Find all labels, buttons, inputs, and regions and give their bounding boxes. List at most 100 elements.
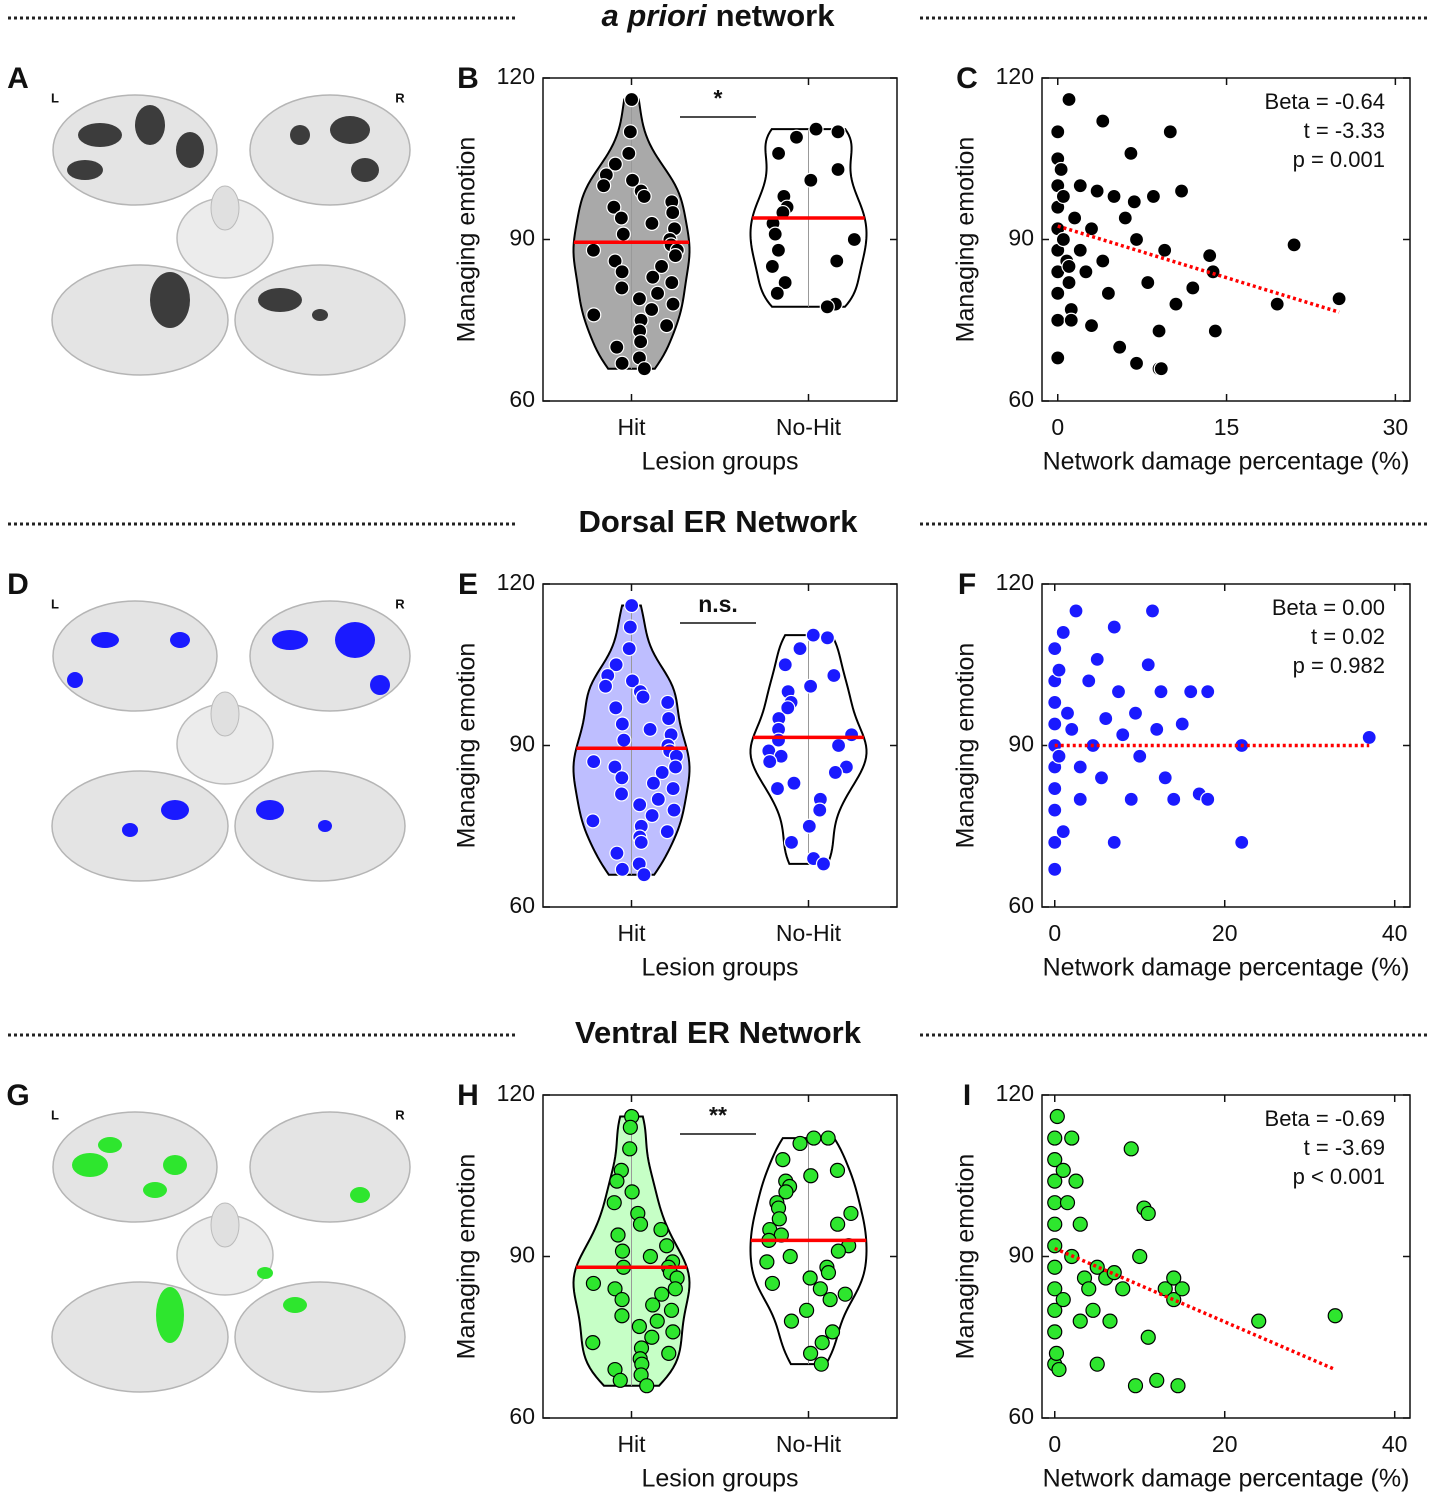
data-point	[609, 845, 625, 861]
data-point	[667, 1281, 683, 1297]
data-point	[826, 667, 842, 684]
data-point	[829, 1162, 846, 1178]
network-region	[283, 1297, 307, 1313]
network-region	[161, 800, 189, 820]
data-point	[1048, 1345, 1065, 1362]
data-point	[667, 759, 684, 775]
y-tick-label: 120	[497, 63, 535, 89]
network-region	[72, 1153, 108, 1177]
brain	[249, 1111, 411, 1223]
data-point	[1200, 684, 1216, 700]
data-point	[585, 813, 601, 829]
data-point	[827, 764, 843, 781]
data-point	[1149, 1372, 1165, 1388]
significance: n.s.	[698, 591, 738, 617]
y-tick-label: 120	[497, 1080, 535, 1106]
network-region	[257, 1267, 273, 1279]
data-point	[1149, 721, 1165, 737]
data-point	[1173, 183, 1190, 199]
data-point	[830, 124, 846, 140]
hemisphere-label: R	[395, 90, 405, 105]
data-point	[1050, 312, 1066, 328]
y-tick-label: 90	[509, 731, 535, 757]
data-point	[782, 1248, 798, 1265]
x-tick-label: No-Hit	[776, 1431, 842, 1457]
network-region	[335, 622, 375, 658]
data-point	[1083, 318, 1100, 334]
data-point	[798, 1302, 815, 1318]
data-point	[1055, 231, 1071, 248]
data-point	[1064, 1130, 1080, 1146]
network-region	[67, 160, 103, 180]
data-point	[1093, 770, 1110, 786]
data-point	[1050, 350, 1066, 366]
data-point	[614, 1308, 630, 1324]
data-point	[622, 1119, 638, 1135]
data-point	[792, 640, 808, 657]
data-point	[1140, 1205, 1156, 1222]
data-point	[1047, 1216, 1063, 1232]
data-point	[1106, 619, 1122, 635]
data-point	[1047, 1195, 1063, 1211]
data-point	[777, 274, 793, 291]
data-point	[783, 1313, 800, 1329]
data-point	[1123, 145, 1139, 161]
network-region	[170, 632, 190, 648]
data-point	[767, 226, 783, 242]
data-point	[642, 1248, 658, 1265]
network-region	[290, 125, 310, 145]
data-point	[633, 834, 649, 851]
data-point	[1123, 791, 1139, 807]
data-point	[636, 188, 652, 205]
data-point	[585, 1275, 602, 1292]
stat-text: Beta = 0.00	[1272, 595, 1385, 620]
data-point	[815, 856, 832, 872]
data-point	[1055, 1291, 1071, 1308]
data-point	[822, 1291, 838, 1308]
data-point	[653, 258, 670, 275]
section-title: Ventral ER Network	[575, 1015, 862, 1050]
fit-line	[1057, 224, 1340, 314]
data-point	[777, 657, 793, 673]
panel-letter: I	[963, 1079, 971, 1112]
data-point	[665, 296, 681, 312]
data-point	[824, 1324, 841, 1340]
stat-text: t = -3.33	[1304, 118, 1385, 143]
data-point	[622, 619, 638, 635]
x-axis-label: Network damage percentage (%)	[1043, 954, 1410, 982]
data-point	[1153, 684, 1169, 700]
x-tick-label: Hit	[617, 1431, 646, 1457]
y-tick-label: 60	[509, 892, 535, 918]
network-region	[156, 1287, 184, 1343]
title-part: a priori	[602, 0, 708, 33]
data-point	[664, 274, 680, 291]
brain	[51, 264, 229, 376]
data-point	[813, 1356, 829, 1372]
data-point	[819, 299, 835, 315]
data-point	[1051, 662, 1067, 678]
data-point	[614, 264, 630, 280]
x-axis-label: Lesion groups	[641, 448, 798, 476]
data-point	[606, 1195, 622, 1211]
x-tick-label: Hit	[617, 920, 646, 946]
data-point	[1106, 188, 1122, 205]
section-title: Dorsal ER Network	[578, 504, 858, 539]
x-tick-label: 0	[1048, 1431, 1061, 1457]
y-tick-label: 60	[509, 386, 535, 412]
data-point	[1106, 834, 1122, 851]
data-point	[649, 285, 666, 301]
data-point	[622, 124, 638, 140]
hemisphere-label: R	[395, 1107, 405, 1122]
brain	[52, 600, 218, 712]
significance: **	[709, 1102, 727, 1128]
data-point	[1047, 834, 1063, 851]
data-point	[1327, 1308, 1343, 1324]
fit-line	[1054, 1246, 1336, 1372]
title-part: Ventral ER Network	[575, 1015, 862, 1050]
stat-text: p = 0.982	[1293, 653, 1385, 678]
y-tick-label: 60	[1008, 386, 1034, 412]
data-point	[1132, 748, 1148, 764]
data-point	[663, 1302, 680, 1318]
data-point	[609, 1173, 625, 1189]
